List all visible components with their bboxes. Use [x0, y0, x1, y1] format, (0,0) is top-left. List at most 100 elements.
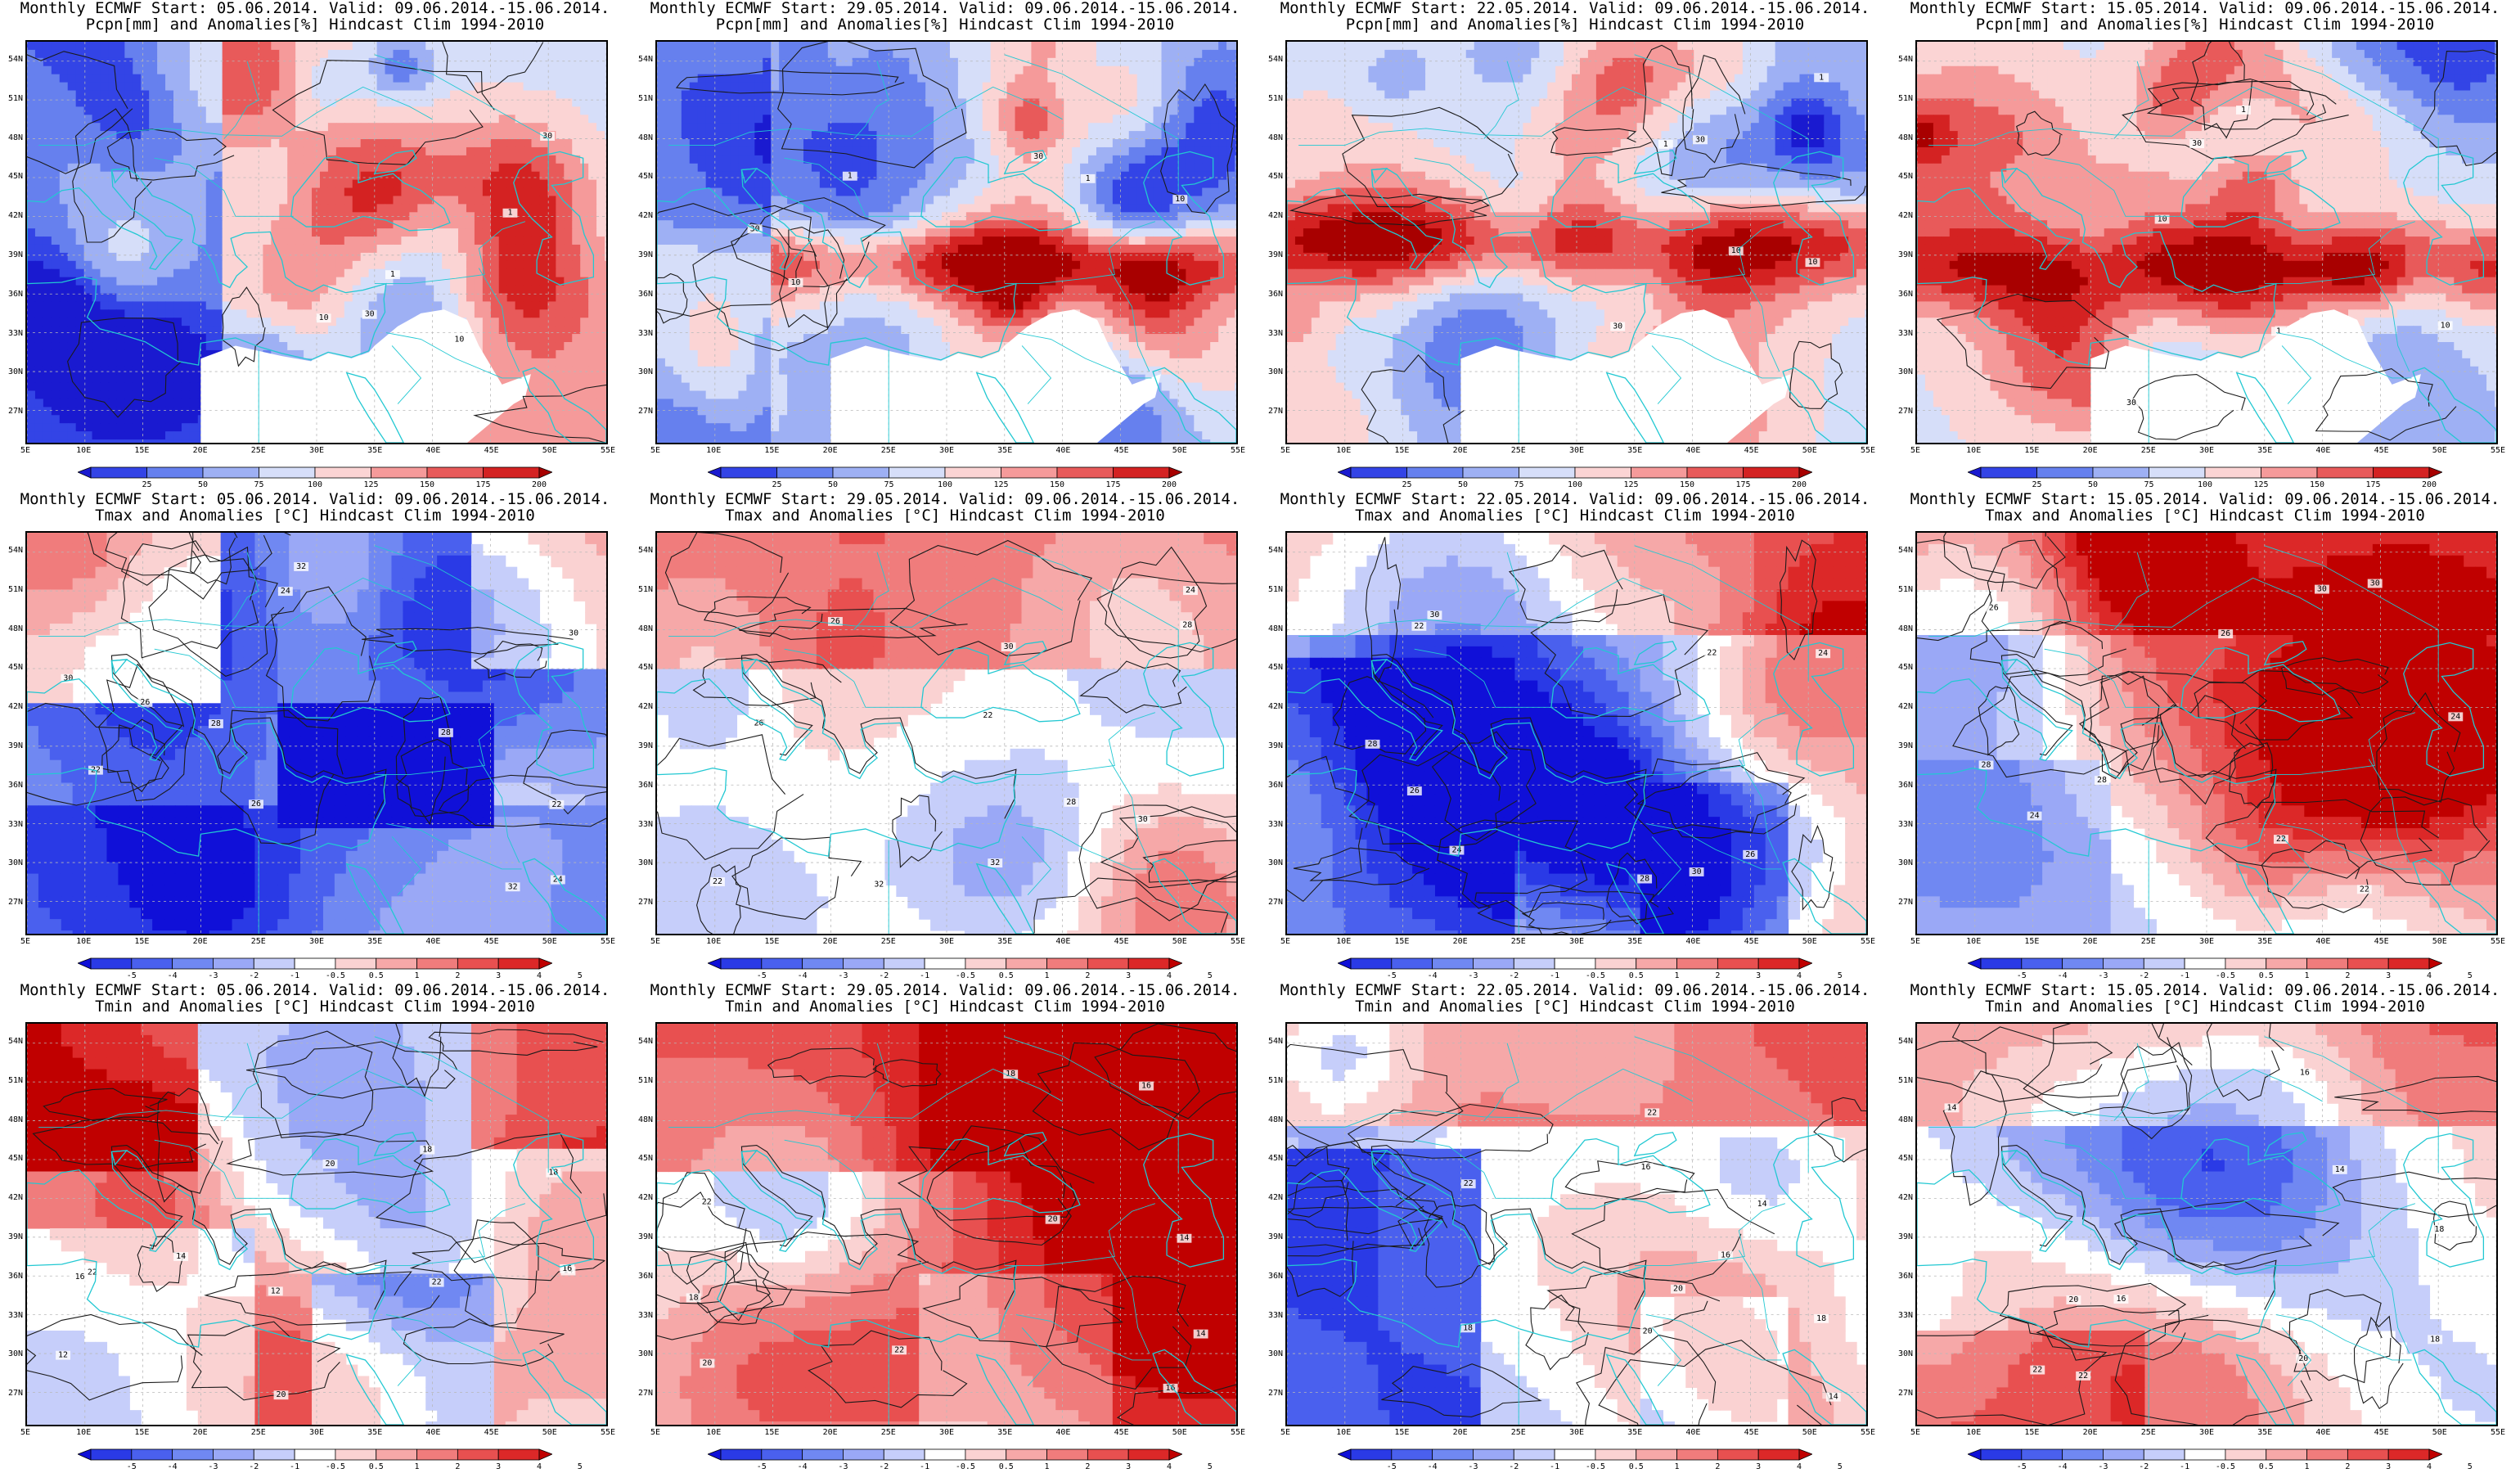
lon-tick-label: 40E — [425, 1429, 440, 1437]
lon-tick-label: 40E — [2315, 447, 2330, 455]
colorbar-bin — [146, 466, 204, 479]
contour-label: 16 — [1721, 1251, 1730, 1260]
borders — [38, 545, 549, 934]
lat-tick-label: 36N — [1890, 1272, 1913, 1281]
colorbar-tick-label: 2 — [2345, 972, 2350, 980]
anomaly-field-svg: 24 26 28 30 22 24 26 28 30 22 — [1917, 533, 2496, 934]
lat-tick-label: 36N — [1260, 290, 1283, 299]
lat-tick-label: 27N — [1260, 899, 1283, 907]
contour-label: 12 — [271, 1286, 281, 1295]
lon-tick-label: 15E — [1394, 1429, 1409, 1437]
colorbar-tick-label: -2 — [1509, 1463, 1519, 1471]
colorbar-tick-label: -5 — [1387, 972, 1397, 980]
colorbar-tick-label: 5 — [578, 972, 583, 980]
colorbar: 25 50 75 100 125 150 175 200 — [76, 466, 554, 491]
contour-labels: 14 16 18 20 22 14 16 18 20 22 — [1460, 1108, 1841, 1402]
colorbar-bin — [253, 1448, 295, 1461]
lon-tick-label: 40E — [425, 447, 440, 455]
colorbar-bin — [457, 1448, 499, 1461]
colorbar-tick-label: 150 — [1050, 481, 1064, 489]
forecast-panel: Monthly ECMWF Start: 29.05.2014. Valid: … — [630, 0, 1260, 491]
contour-label: 28 — [1182, 620, 1192, 629]
contour-label: 16 — [1141, 1082, 1151, 1091]
colorbar-tick-label: 175 — [2365, 481, 2380, 489]
colorbar-tick-label: 5 — [1838, 1463, 1843, 1471]
contour-label: 16 — [1166, 1384, 1176, 1393]
anomaly-shading — [657, 533, 1236, 934]
gridlines — [1917, 1024, 2496, 1425]
contour-label: 1 — [848, 172, 853, 181]
colorbar: -5 -4 -3 -2 -1 -0.5 0.5 1 2 3 4 5 — [76, 957, 583, 982]
panel-title-line1: Monthly ECMWF Start: 05.06.2014. Valid: … — [0, 0, 630, 16]
lon-tick-label: 10E — [76, 447, 91, 455]
anomaly-shading — [1917, 1024, 2496, 1425]
lon-tick-label: 50E — [542, 938, 557, 946]
lat-tick-label: 27N — [0, 408, 23, 416]
colorbar-bin — [2184, 957, 2226, 970]
contour-label: 32 — [990, 858, 1000, 867]
climatology-contours — [1936, 42, 2496, 441]
colorbar-bin — [2092, 466, 2149, 479]
contour-labels: 24 26 28 30 22 24 26 28 30 22 — [1365, 610, 1831, 884]
colorbar-tick-label: -4 — [798, 972, 808, 980]
lon-tick-label: 50E — [2432, 447, 2447, 455]
contour-label: 1 — [2241, 106, 2246, 115]
colorbar-bin — [1676, 957, 1718, 970]
contour-label: 24 — [2030, 812, 2040, 821]
colorbar-bin — [889, 466, 946, 479]
lat-tick-label: 42N — [1890, 212, 1913, 220]
contour-label: 26 — [140, 698, 150, 707]
contour-label: 1 — [2276, 327, 2281, 336]
colorbar-bin — [202, 466, 259, 479]
contour-label: 30 — [2126, 399, 2136, 408]
colorbar-bin — [172, 957, 214, 970]
colorbar-bin — [1966, 1448, 1982, 1461]
lon-tick-label: 50E — [2432, 938, 2447, 946]
colorbar-svg — [1336, 957, 1814, 970]
colorbar-bin — [1473, 957, 1514, 970]
lat-tick-label: 51N — [0, 585, 23, 594]
colorbar-tick-label: 1 — [415, 972, 420, 980]
colorbar-bin — [90, 1448, 133, 1461]
colorbar-tick-label: 50 — [2088, 481, 2098, 489]
colorbar-bin — [76, 1448, 92, 1461]
lon-tick-label: 15E — [2024, 447, 2039, 455]
lon-tick-label: 10E — [1336, 1429, 1351, 1437]
lon-tick-label: 5E — [650, 447, 660, 455]
gridlines — [1917, 42, 2496, 443]
forecast-panel: Monthly ECMWF Start: 05.06.2014. Valid: … — [0, 491, 630, 982]
panel-title-line2: Tmin and Anomalies [°C] Hindcast Clim 19… — [0, 998, 630, 1015]
lat-tick-label: 42N — [0, 212, 23, 220]
contour-label: 22 — [88, 1268, 97, 1277]
colorbar-bin — [761, 957, 803, 970]
contour-label: 14 — [2335, 1165, 2345, 1174]
lon-tick-label: 40E — [1055, 938, 1070, 946]
colorbar-tick-label: 4 — [2427, 972, 2432, 980]
contour-label: 30 — [1429, 610, 1439, 619]
colorbar-tick-label: -0.5 — [956, 972, 975, 980]
colorbar-bin — [426, 466, 484, 479]
anomaly-field-svg: 24 26 28 30 22 24 26 28 30 22 — [1287, 533, 1866, 934]
lat-tick-label: 48N — [630, 624, 653, 633]
colorbar-bin — [2316, 466, 2374, 479]
colorbar-svg — [1966, 957, 2444, 970]
lat-tick-label: 39N — [630, 250, 653, 259]
lon-tick-label: 10E — [76, 938, 91, 946]
colorbar-tick-label: 25 — [772, 481, 781, 489]
colorbar-tick-label: 0.5 — [1629, 972, 1644, 980]
colorbar-tick-label: -1 — [2180, 1463, 2189, 1471]
colorbar-bin — [802, 957, 844, 970]
lat-tick-label: 54N — [630, 55, 653, 64]
colorbar-tick-label: -0.5 — [1586, 1463, 1605, 1471]
colorbar-bin — [90, 466, 147, 479]
contour-label: 10 — [1731, 246, 1741, 255]
colorbar-tick-label: 5 — [2468, 1463, 2473, 1471]
lat-tick-label: 27N — [630, 408, 653, 416]
colorbar-bin — [1595, 957, 1637, 970]
lon-tick-label: 35E — [2257, 1429, 2272, 1437]
contour-label: 28 — [2097, 776, 2107, 785]
lat-tick-label: 30N — [630, 859, 653, 867]
colorbar: 25 50 75 100 125 150 175 200 — [706, 466, 1184, 491]
colorbar-bin — [2428, 1448, 2444, 1461]
no-data-mask — [830, 309, 1161, 443]
